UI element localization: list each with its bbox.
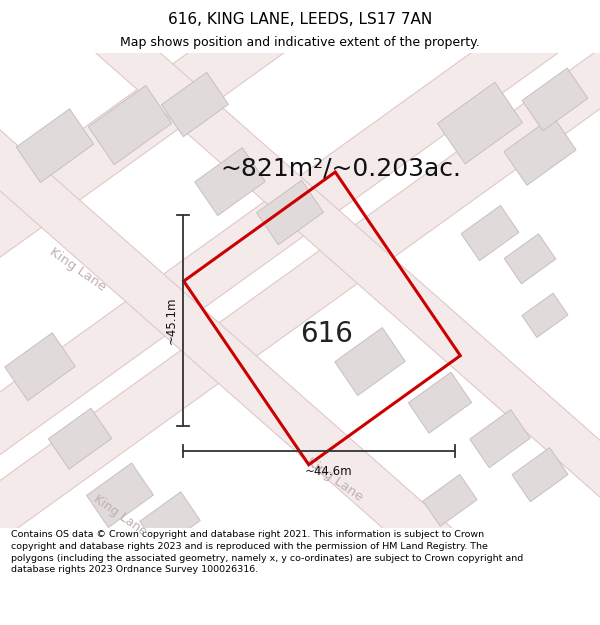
- Polygon shape: [195, 148, 265, 216]
- Polygon shape: [437, 82, 523, 164]
- Polygon shape: [86, 463, 154, 528]
- Polygon shape: [0, 0, 600, 567]
- Polygon shape: [16, 109, 94, 182]
- Text: ~45.1m: ~45.1m: [165, 297, 178, 344]
- Text: King Lane: King Lane: [91, 492, 149, 539]
- Polygon shape: [140, 492, 200, 550]
- Polygon shape: [504, 234, 556, 284]
- Polygon shape: [161, 72, 229, 137]
- Polygon shape: [461, 206, 519, 261]
- Text: King Lane: King Lane: [304, 456, 365, 504]
- Polygon shape: [504, 116, 576, 186]
- Polygon shape: [512, 448, 568, 502]
- Polygon shape: [409, 372, 472, 433]
- Polygon shape: [5, 332, 75, 401]
- Polygon shape: [56, 0, 600, 625]
- Polygon shape: [49, 408, 112, 469]
- Polygon shape: [0, 0, 600, 282]
- Polygon shape: [522, 293, 568, 338]
- Polygon shape: [335, 328, 405, 396]
- Polygon shape: [257, 180, 323, 245]
- Text: 616: 616: [301, 320, 353, 348]
- Text: 616, KING LANE, LEEDS, LS17 7AN: 616, KING LANE, LEEDS, LS17 7AN: [168, 12, 432, 27]
- Polygon shape: [0, 0, 535, 625]
- Polygon shape: [522, 68, 588, 131]
- Text: King Lane: King Lane: [47, 245, 109, 293]
- Text: Map shows position and indicative extent of the property.: Map shows position and indicative extent…: [120, 36, 480, 49]
- Polygon shape: [470, 409, 530, 468]
- Text: ~44.6m: ~44.6m: [305, 466, 353, 478]
- Text: ~821m²/~0.203ac.: ~821m²/~0.203ac.: [220, 156, 461, 180]
- Polygon shape: [88, 86, 172, 164]
- Polygon shape: [423, 474, 477, 526]
- Polygon shape: [0, 0, 600, 480]
- Text: Contains OS data © Crown copyright and database right 2021. This information is : Contains OS data © Crown copyright and d…: [11, 530, 523, 574]
